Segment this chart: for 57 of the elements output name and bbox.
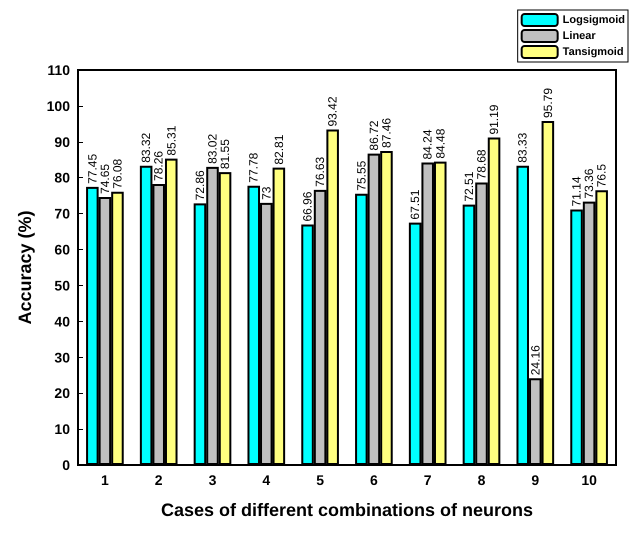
data-label: 67.51 <box>408 189 422 220</box>
data-label: 76.08 <box>110 158 124 189</box>
x-tick-label: 10 <box>581 472 598 488</box>
data-label: 82.81 <box>272 134 286 165</box>
data-label: 86.72 <box>366 120 381 151</box>
x-tick-label: 9 <box>531 472 540 488</box>
y-tick-label: 60 <box>54 242 70 258</box>
data-label: 78.68 <box>474 149 488 180</box>
data-label: 77.78 <box>246 152 261 183</box>
x-tick-label: 7 <box>424 472 432 488</box>
data-label: 76.5 <box>594 164 609 188</box>
y-tick-label: 10 <box>54 421 70 438</box>
data-label: 72.51 <box>462 171 476 202</box>
legend-label: Tansigmoid <box>562 46 624 58</box>
data-label: 78.26 <box>152 150 166 181</box>
data-label: 83.02 <box>206 134 220 164</box>
data-label: 73.36 <box>582 168 596 199</box>
x-tick-label: 8 <box>478 472 486 488</box>
y-tick-label: 90 <box>54 134 70 150</box>
y-tick-label: 20 <box>54 385 70 402</box>
x-axis-title: Cases of different combinations of neurons <box>160 500 534 520</box>
data-label: 76.63 <box>313 156 328 187</box>
data-label: 81.55 <box>218 138 232 170</box>
data-label: 91.19 <box>487 104 502 135</box>
data-label: 72.86 <box>192 170 207 200</box>
data-label: 87.46 <box>379 118 394 148</box>
legend-label: Linear <box>562 30 596 42</box>
data-label: 85.31 <box>164 125 178 156</box>
data-label: 93.42 <box>326 96 340 127</box>
y-tick-label: 30 <box>54 349 70 366</box>
data-label: 77.45 <box>85 154 100 184</box>
y-tick-label: 40 <box>54 313 70 330</box>
data-label: 95.79 <box>540 88 555 118</box>
y-tick-label: 110 <box>47 62 70 78</box>
legend-label: Logsigmoid <box>562 14 625 26</box>
data-label: 71.14 <box>570 176 584 207</box>
x-tick-label: 1 <box>101 472 109 488</box>
data-label: 84.24 <box>420 129 435 160</box>
data-label: 83.33 <box>516 132 530 163</box>
data-label: 66.96 <box>300 191 315 222</box>
x-tick-label: 5 <box>316 472 324 488</box>
data-label: 24.16 <box>528 344 542 376</box>
x-tick-label: 6 <box>370 472 378 488</box>
data-label: 74.65 <box>98 164 112 194</box>
y-tick-label: 80 <box>54 170 70 186</box>
y-tick-label: 50 <box>54 277 70 294</box>
x-tick-label: 4 <box>262 472 270 488</box>
x-tick-label: 3 <box>208 472 217 488</box>
y-axis-title: Accuracy (%) <box>15 210 35 325</box>
data-label: 75.55 <box>354 160 368 191</box>
data-label: 73 <box>259 186 274 200</box>
y-tick-label: 100 <box>46 98 70 114</box>
x-tick-label: 2 <box>154 472 163 488</box>
data-label: 84.48 <box>433 128 448 159</box>
data-label: 83.32 <box>139 132 154 163</box>
y-tick-label: 0 <box>62 457 70 473</box>
y-tick-label: 70 <box>54 206 70 222</box>
